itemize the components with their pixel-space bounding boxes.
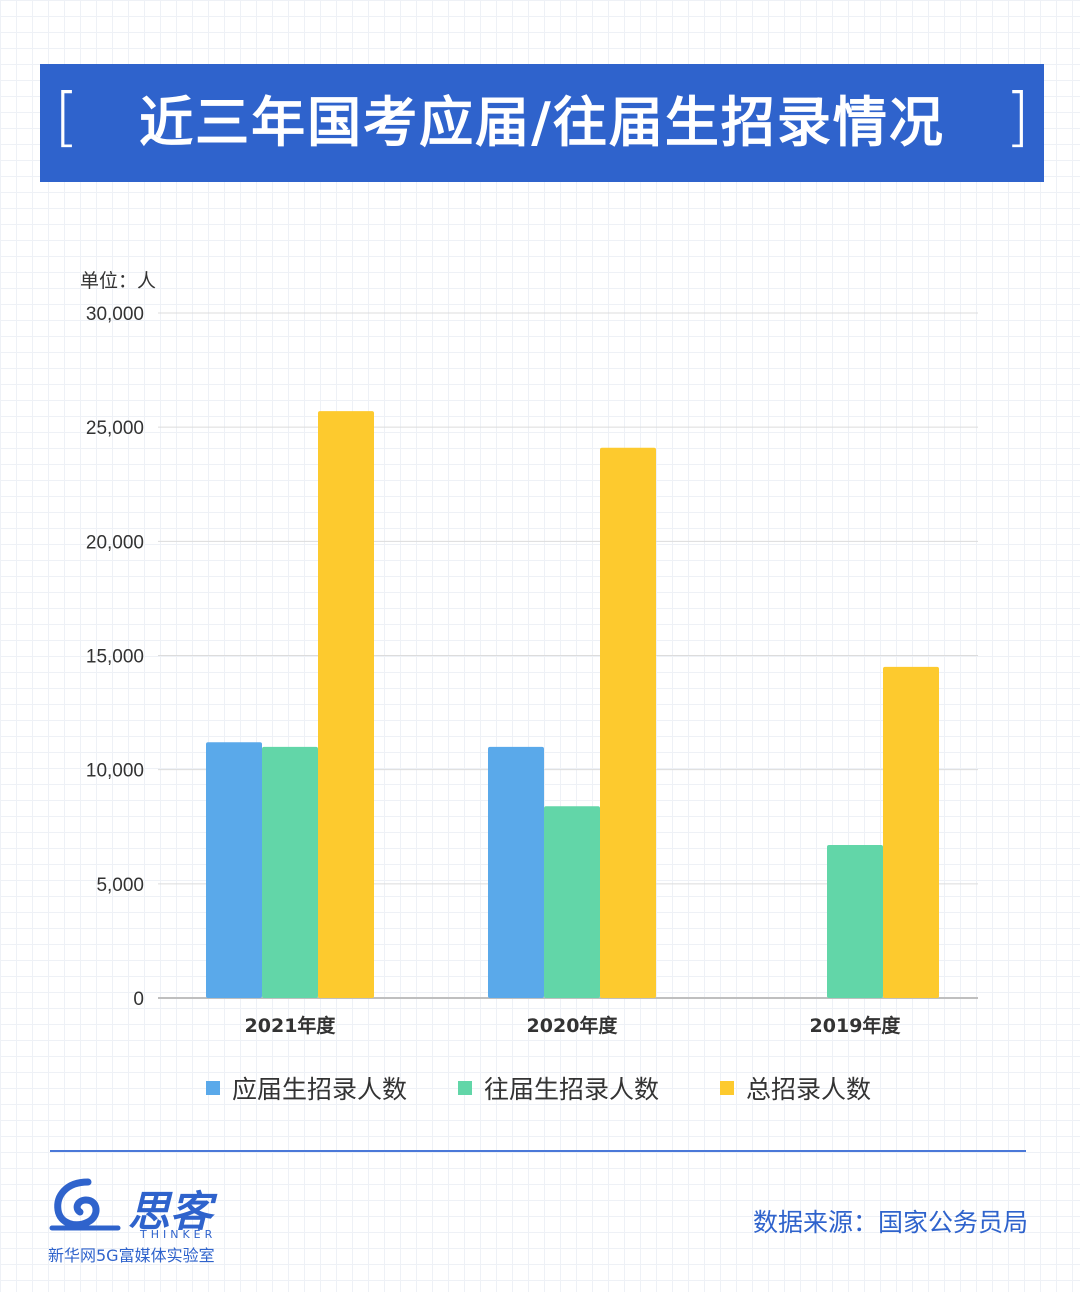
- x-tick-label: 2019年度: [810, 1014, 902, 1037]
- y-tick-label: 30,000: [86, 304, 144, 325]
- chart-legend: 应届生招录人数 往届生招录人数 总招录人数: [0, 1068, 1080, 1108]
- legend-label-total: 总招录人数: [746, 1075, 872, 1104]
- x-tick-label: 2020年度: [527, 1014, 619, 1037]
- legend-swatch-previous: [458, 1081, 472, 1095]
- unit-label: 单位：人: [80, 270, 157, 292]
- legend-item-previous: 往届生招录人数: [458, 1068, 659, 1108]
- legend-item-fresh: 应届生招录人数: [206, 1068, 407, 1108]
- y-tick-label: 20,000: [86, 532, 144, 553]
- title-bracket-right: ]: [1005, 81, 1030, 155]
- footer-divider: [50, 1150, 1026, 1152]
- legend-item-total: 总招录人数: [720, 1068, 871, 1108]
- bar-fresh-1: [488, 746, 544, 998]
- title-bracket-left: [: [54, 81, 79, 155]
- bar-total-0: [318, 411, 374, 998]
- bar-fresh-0: [206, 742, 262, 998]
- y-tick-label: 10,000: [86, 761, 144, 782]
- y-tick-label: 15,000: [86, 647, 144, 668]
- data-source: 数据来源：国家公务员局: [752, 1208, 1028, 1237]
- y-tick-label: 5,000: [96, 875, 144, 896]
- bar-previous-0: [262, 746, 318, 998]
- logo-english: THINKER: [140, 1228, 217, 1241]
- y-tick-label: 0: [133, 989, 144, 1010]
- title-banner: [ 近三年国考应届/往届生招录情况 ]: [40, 64, 1044, 182]
- legend-swatch-total: [720, 1081, 734, 1095]
- bar-total-1: [600, 447, 656, 998]
- logo-subtitle: 新华网5G富媒体实验室: [48, 1246, 215, 1265]
- x-tick-label: 2021年度: [245, 1014, 337, 1037]
- legend-swatch-fresh: [206, 1081, 220, 1095]
- bar-previous-2: [827, 845, 883, 998]
- y-tick-label: 25,000: [86, 418, 144, 439]
- bar-total-2: [883, 666, 939, 998]
- logo-name: 思客: [128, 1187, 213, 1236]
- bar-previous-1: [544, 806, 600, 998]
- thinker-logo: 思客 THINKER 新华网5G富媒体实验室: [48, 1172, 248, 1272]
- swirl-logo-icon: [49, 1178, 121, 1231]
- chart-title: 近三年国考应届/往届生招录情况: [139, 91, 945, 154]
- legend-label-fresh: 应届生招录人数: [232, 1075, 408, 1104]
- bar-chart: 0 5,000 10,000 15,000 20,000 25,000 30,000 2021…: [86, 304, 978, 1037]
- legend-label-previous: 往届生招录人数: [484, 1075, 660, 1104]
